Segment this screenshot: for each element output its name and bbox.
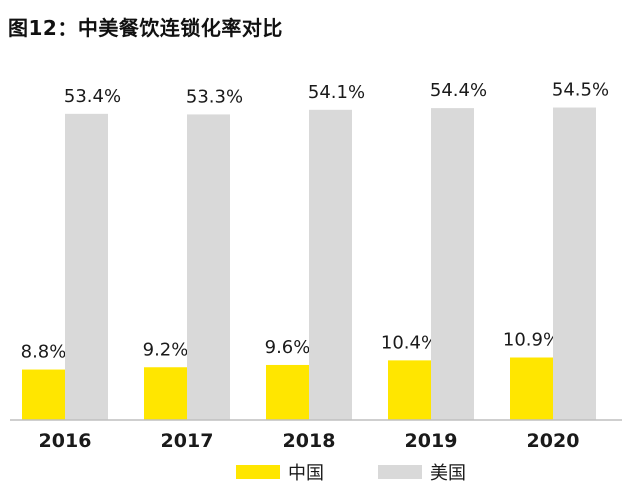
chart-title: 图12：中美餐饮连锁化率对比 xyxy=(8,16,283,40)
bar-china-2016 xyxy=(22,369,65,420)
bar-usa-2017 xyxy=(187,114,230,420)
data-label-usa-2016: 53.4% xyxy=(64,86,121,107)
x-tick-label-2019: 2019 xyxy=(405,430,458,452)
legend-item-usa-label: 美国 xyxy=(430,463,466,484)
bar-china-2017 xyxy=(144,367,187,420)
bar-usa-2016 xyxy=(65,113,108,420)
bar-china-2019 xyxy=(388,360,431,420)
bar-china-2020 xyxy=(510,357,553,420)
legend-item-china-swatch xyxy=(236,465,280,479)
bar-china-2018 xyxy=(266,364,309,420)
data-label-china-2017: 9.2% xyxy=(143,339,189,360)
data-label-china-2016: 8.8% xyxy=(21,342,67,363)
data-label-china-2018: 9.6% xyxy=(265,337,311,358)
data-label-usa-2017: 53.3% xyxy=(186,86,243,107)
bar-usa-2020 xyxy=(553,107,596,421)
x-tick-label-2016: 2016 xyxy=(39,430,92,452)
x-tick-label-2020: 2020 xyxy=(527,430,580,452)
bar-usa-2018 xyxy=(309,109,352,421)
bar-usa-2019 xyxy=(431,108,474,421)
legend-item-usa-swatch xyxy=(378,465,422,479)
data-label-china-2019: 10.4% xyxy=(381,332,438,353)
legend-item-china-label: 中国 xyxy=(288,463,324,484)
data-label-china-2020: 10.9% xyxy=(503,330,560,351)
data-label-usa-2019: 54.4% xyxy=(430,80,487,101)
x-tick-label-2017: 2017 xyxy=(161,430,214,452)
data-label-usa-2020: 54.5% xyxy=(552,80,609,101)
x-tick-label-2018: 2018 xyxy=(283,430,336,452)
data-label-usa-2018: 54.1% xyxy=(308,82,365,103)
